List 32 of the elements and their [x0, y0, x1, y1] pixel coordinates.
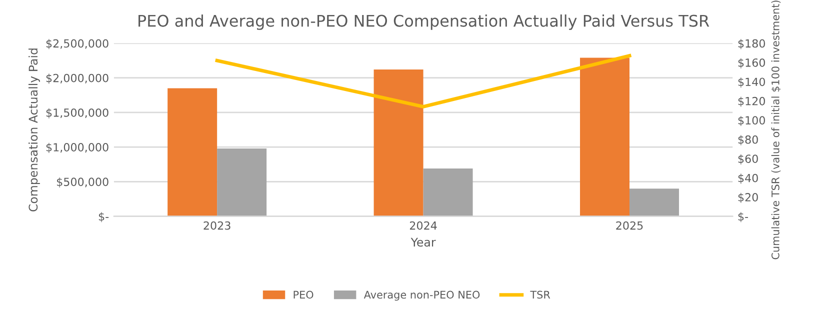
y2-tick-label: $160	[738, 58, 765, 68]
y2-tick-label: $120	[738, 96, 765, 107]
y2-tick-label: $-	[738, 212, 748, 222]
y2-tick-label: $100	[738, 116, 765, 126]
x-tick-label: 2025	[616, 221, 643, 230]
x-tick-label: 2023	[204, 221, 230, 230]
y-tick-label: $1,500,000	[46, 108, 108, 118]
x-tick-label: 2024	[410, 221, 437, 230]
y-tick-label: $-	[98, 212, 109, 222]
bar	[580, 58, 630, 216]
legend-label: TSR	[530, 290, 550, 299]
y-tick-label: $1,000,000	[46, 142, 108, 153]
legend-label: Average non-PEO NEO	[364, 290, 480, 301]
y-tick-label: $2,500,000	[46, 39, 108, 50]
legend-label: PEO	[294, 290, 314, 299]
y2-tick-label: $180	[738, 39, 765, 50]
y2-tick-label: $20	[738, 192, 758, 203]
y2-tick-label: $140	[738, 77, 765, 88]
y-tick-label: $2,000,000	[46, 74, 108, 84]
y2-tick-label: $40	[738, 174, 758, 184]
bar	[423, 168, 473, 216]
bar	[374, 70, 424, 216]
bar	[217, 148, 267, 216]
y-axis-title: Compensation Actually Paid	[28, 48, 40, 212]
y2-tick-label: $60	[738, 154, 758, 164]
y2-axis-title: Cumulative TSR (value of initial $100 investment)	[771, 0, 781, 260]
y2-tick-label: $80	[738, 135, 758, 146]
x-axis-title: Year	[410, 238, 436, 247]
y-tick-label: $500,000	[57, 177, 108, 188]
bar	[629, 188, 679, 216]
bar	[168, 88, 218, 216]
chart-title: PEO and Average non-PEO NEO Compensation Actually Paid Versus TSR	[138, 14, 710, 30]
